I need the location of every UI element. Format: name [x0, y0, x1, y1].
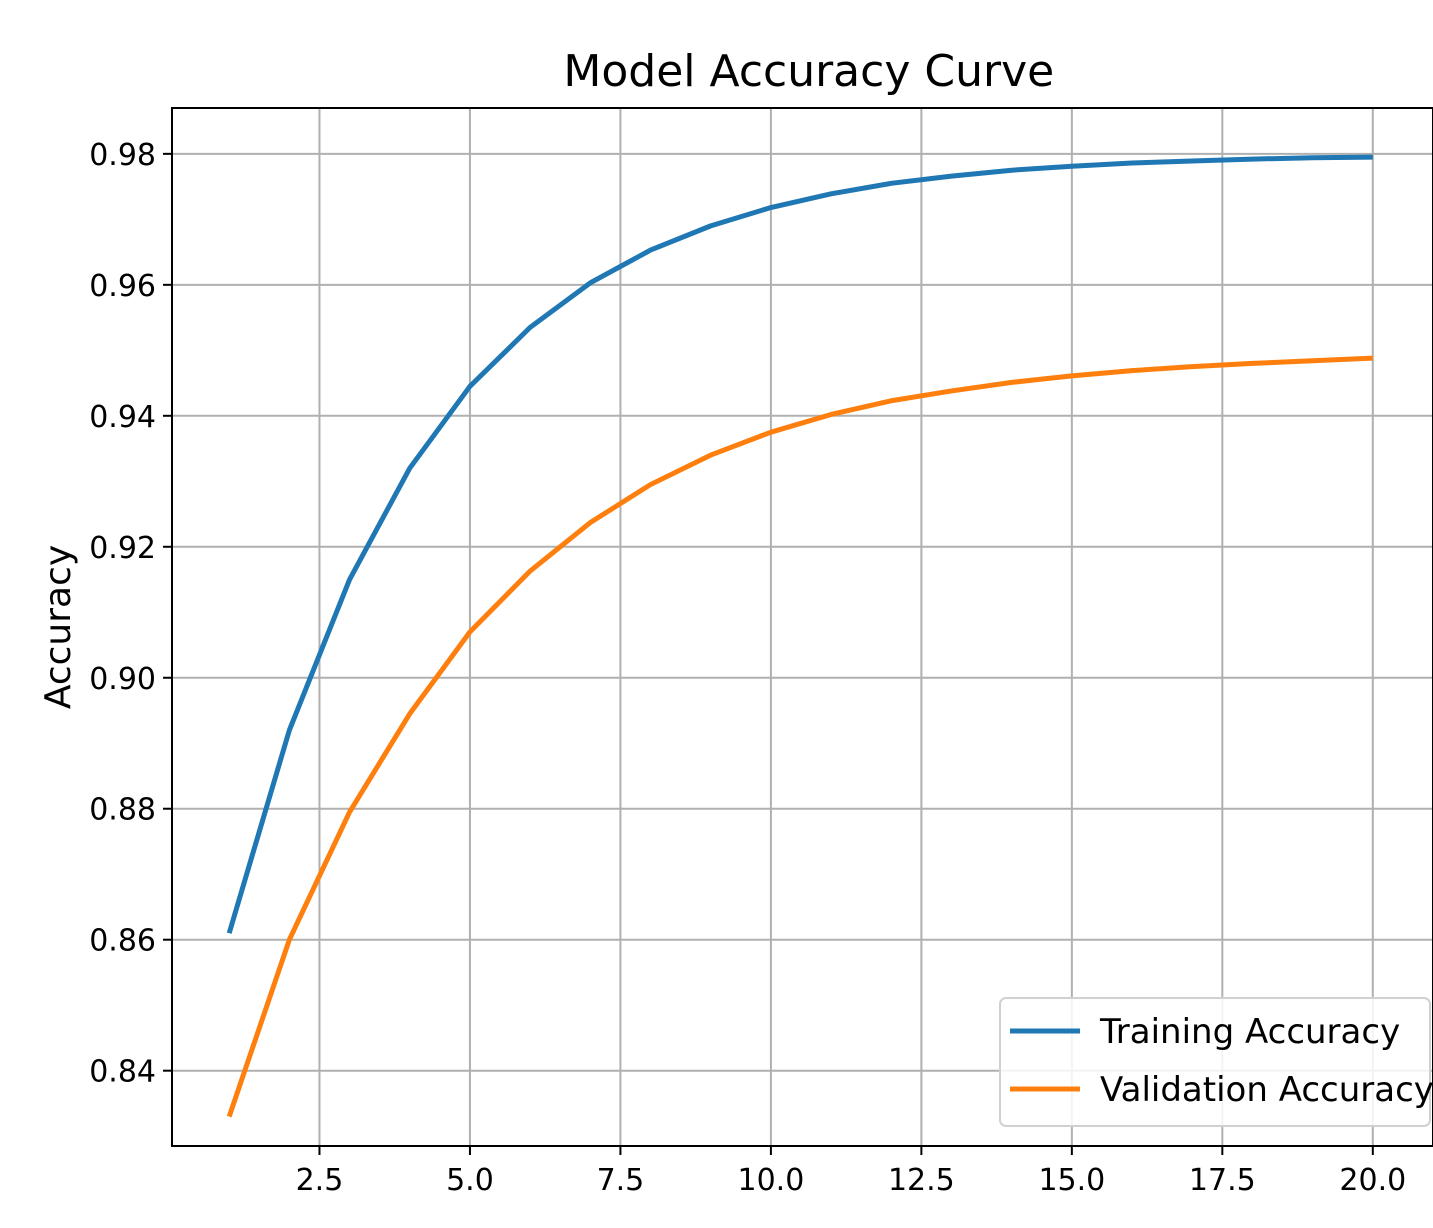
x-tick-label: 17.5 [1189, 1163, 1256, 1198]
y-tick-label: 0.94 [89, 400, 156, 435]
x-tick-label: 5.0 [446, 1163, 494, 1198]
y-tick-label: 0.88 [89, 793, 156, 828]
y-tick-label: 0.96 [89, 269, 156, 304]
y-axis-label: Accuracy [38, 545, 79, 709]
x-tick-label: 7.5 [597, 1163, 645, 1198]
y-tick-label: 0.84 [89, 1055, 156, 1090]
y-axis-ticks: 0.84 0.86 0.88 0.90 0.92 0.94 0.96 0.98 [89, 138, 172, 1090]
y-tick-label: 0.92 [89, 531, 156, 566]
x-axis-ticks: 2.5 5.0 7.5 10.0 12.5 15.0 17.5 20.0 [296, 1146, 1406, 1198]
x-tick-label: 15.0 [1038, 1163, 1105, 1198]
grid [172, 108, 1433, 1146]
plot-frame [171, 107, 1433, 1147]
x-tick-label: 10.0 [738, 1163, 805, 1198]
x-tick-label: 2.5 [296, 1163, 344, 1198]
x-tick-label: 20.0 [1339, 1163, 1406, 1198]
chart-title: Model Accuracy Curve [563, 46, 1054, 97]
legend-label: Validation Accuracy [1100, 1070, 1433, 1110]
legend-box [999, 997, 1431, 1127]
series-lines [226, 154, 1373, 1118]
y-tick-label: 0.98 [89, 138, 156, 173]
y-tick-label: 0.90 [89, 662, 156, 697]
legend: Training Accuracy Validation Accuracy [999, 997, 1433, 1127]
y-tick-label: 0.86 [89, 924, 156, 959]
series-line-validation [226, 355, 1373, 1118]
legend-label: Training Accuracy [1099, 1012, 1400, 1052]
x-tick-label: 12.5 [888, 1163, 955, 1198]
series-line-training [226, 154, 1373, 934]
